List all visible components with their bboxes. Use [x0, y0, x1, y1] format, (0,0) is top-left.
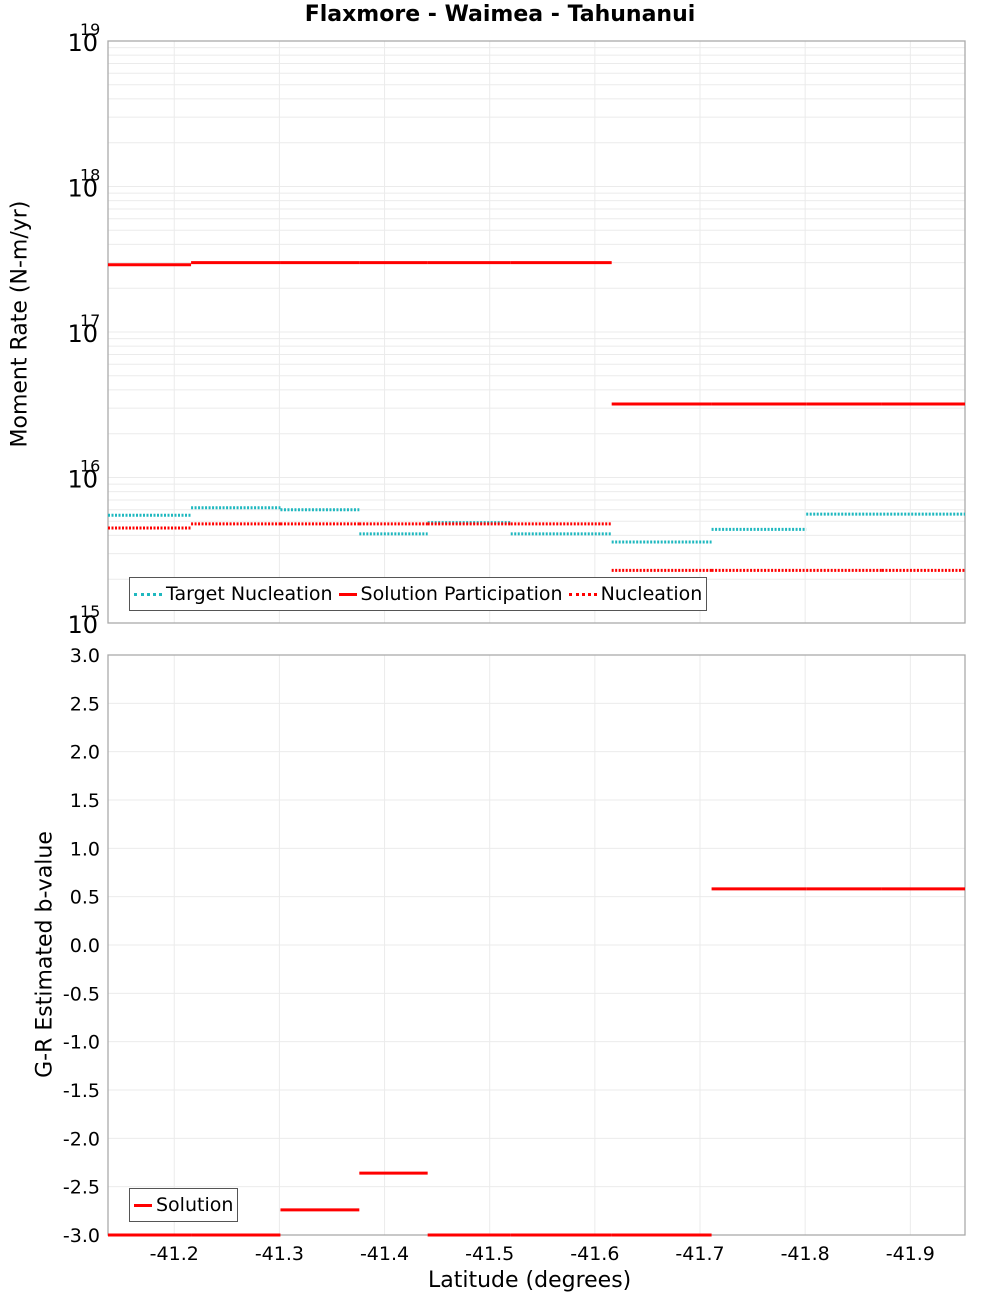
- y-tick-label: -1.5: [63, 1080, 100, 1102]
- series-nucleation: [108, 522, 882, 572]
- y-tick-label: -2.5: [63, 1177, 100, 1199]
- series-solution-participation: [108, 261, 882, 406]
- top-legend: Target Nucleation Solution Participation…: [129, 577, 708, 611]
- x-tick-label: -41.2: [150, 1243, 199, 1265]
- x-tick-label: -41.9: [886, 1243, 935, 1265]
- solid-red-line-icon: [338, 592, 357, 596]
- y-tick-exponent: 17: [80, 311, 100, 330]
- bottom-plot: 3.0 2.5 2.0 1.5 1.0 0.5 0.0 -0.5 -1.0 -1.5 -2.0 -2.…: [63, 645, 966, 1265]
- y-tick-label: -3.0: [63, 1225, 100, 1247]
- y-tick-exponent: 16: [80, 457, 100, 476]
- y-tick-label: 0.5: [70, 887, 100, 909]
- bottom-y-axis-label: G-R Estimated b-value: [32, 831, 58, 1078]
- y-tick-label: 0.0: [70, 935, 100, 957]
- y-tick-exponent: 18: [80, 166, 100, 185]
- x-tick-label: -41.7: [675, 1243, 724, 1265]
- top-y-axis-label: Moment Rate (N-m/yr): [7, 200, 33, 448]
- y-tick-label: -0.5: [63, 983, 100, 1005]
- y-tick-exponent: 15: [80, 602, 100, 621]
- bottom-legend: Solution: [129, 1188, 239, 1222]
- y-tick-label: -1.0: [63, 1032, 100, 1054]
- y-tick-exponent: 19: [80, 20, 100, 39]
- legend-item-solution-participation: Solution Participation: [338, 583, 563, 605]
- legend-item-target-nucleation: Target Nucleation: [134, 583, 333, 605]
- solid-red-line-icon: [134, 1203, 152, 1207]
- x-tick-label: -41.3: [255, 1243, 304, 1265]
- series-solution: [108, 887, 965, 1237]
- legend-item-nucleation: Nucleation: [568, 583, 702, 605]
- y-tick-label: 10: [67, 466, 98, 494]
- y-tick-label: 10: [67, 175, 98, 203]
- chart-title: Flaxmore - Waimea - Tahunanui: [304, 2, 696, 27]
- x-tick-label: -41.6: [570, 1243, 619, 1265]
- x-tick-label: -41.4: [360, 1243, 409, 1265]
- x-tick-label: -41.5: [465, 1243, 514, 1265]
- x-tick-label: -41.8: [781, 1243, 830, 1265]
- y-tick-label: -2.0: [63, 1128, 100, 1150]
- legend-item-solution: Solution: [134, 1194, 233, 1216]
- series-target-nucleation: [108, 506, 965, 544]
- y-tick-label: 2.5: [70, 693, 100, 715]
- y-tick-label: 1.5: [70, 790, 100, 812]
- y-tick-label: 10: [67, 29, 98, 57]
- dotted-red-line-icon: [568, 592, 597, 596]
- y-tick-label: 3.0: [70, 645, 100, 667]
- x-axis-label: Latitude (degrees): [428, 1268, 632, 1293]
- dotted-teal-line-icon: [134, 592, 162, 596]
- y-tick-label: 1.0: [70, 838, 100, 860]
- y-tick-label: 10: [67, 611, 98, 639]
- y-tick-label: 2.0: [70, 742, 100, 764]
- y-tick-label: 10: [67, 320, 98, 348]
